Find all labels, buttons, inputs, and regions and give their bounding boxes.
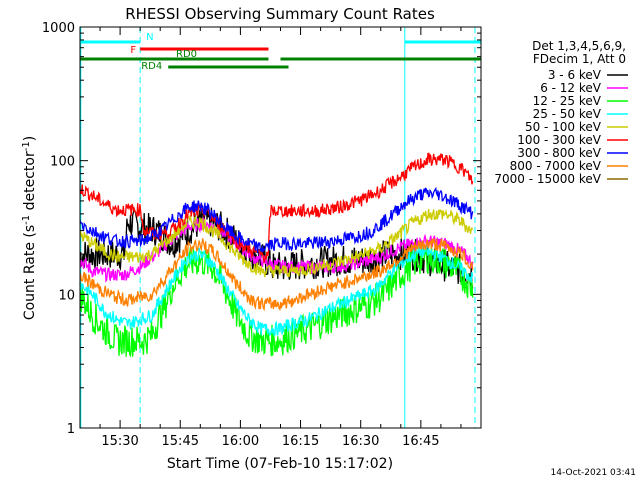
series-line [79, 237, 474, 312]
y-tick-label: 10 [58, 288, 75, 303]
state-bars: NF RD0 RD4 [80, 32, 481, 72]
y-tick-label: 1000 [42, 21, 75, 36]
state-bar-label: RD4 [141, 61, 162, 72]
y-axis-label: Count Rate (s-1 detector-1) [21, 136, 39, 320]
legend-entry-label: 800 - 7000 keV [510, 159, 602, 173]
legend-entry-label: 6 - 12 keV [540, 81, 602, 95]
axes: 15:30 15:45 16:00 16:15 16:30 16:45 1 10 100 1000 [42, 21, 482, 449]
legend-entry-label: 12 - 25 keV [533, 94, 602, 108]
attenuator-markers [80, 27, 476, 428]
state-bar-label: F [130, 45, 136, 56]
series-line [79, 242, 474, 358]
state-bar-label: N [146, 32, 153, 43]
x-tick-label: 16:00 [222, 434, 259, 449]
series-line [79, 208, 474, 278]
legend-entry-label: 300 - 800 keV [517, 146, 601, 160]
y-axis-label-superscript: -1 [21, 141, 32, 151]
legend-entry-label: 3 - 6 keV [548, 68, 602, 82]
series-line [79, 152, 474, 264]
legend-entry-label: 50 - 100 keV [525, 120, 602, 134]
legend: Det 1,3,4,5,6,9,FDecim 1, Att 0 3 - 6 keV… [494, 39, 628, 186]
chart-title: RHESSI Observing Summary Count Rates [125, 5, 435, 23]
y-tick-label: 1 [67, 422, 75, 437]
legend-entry-label: 25 - 50 keV [533, 107, 602, 121]
y-tick-label: 100 [50, 155, 75, 170]
y-axis-label-superscript: -1 [21, 215, 32, 225]
legend-header: FDecim 1, Att 0 [533, 52, 626, 66]
series-layer [79, 152, 474, 358]
legend-header: Det 1,3,4,5,6,9, [532, 39, 626, 53]
x-tick-label: 16:45 [402, 434, 439, 449]
state-bar-label: RD0 [176, 49, 197, 60]
series-line [79, 186, 474, 254]
legend-entry-label: 100 - 300 keV [517, 133, 601, 147]
y-axis-label-part: ) [22, 136, 38, 141]
y-axis-label-part: detector [22, 151, 38, 215]
legend-entry-label: 7000 - 15000 keV [494, 172, 601, 186]
x-axis-label: Start Time (07-Feb-10 15:17:02) [167, 456, 393, 472]
series-line [79, 217, 474, 283]
x-tick-label: 16:15 [282, 434, 319, 449]
footer-timestamp: 14-Oct-2021 03:41 [551, 468, 636, 478]
x-tick-label: 15:45 [162, 434, 199, 449]
y-axis-label-part: Count Rate (s [22, 225, 38, 320]
x-tick-label: 16:30 [342, 434, 379, 449]
x-tick-label: 15:30 [101, 434, 138, 449]
